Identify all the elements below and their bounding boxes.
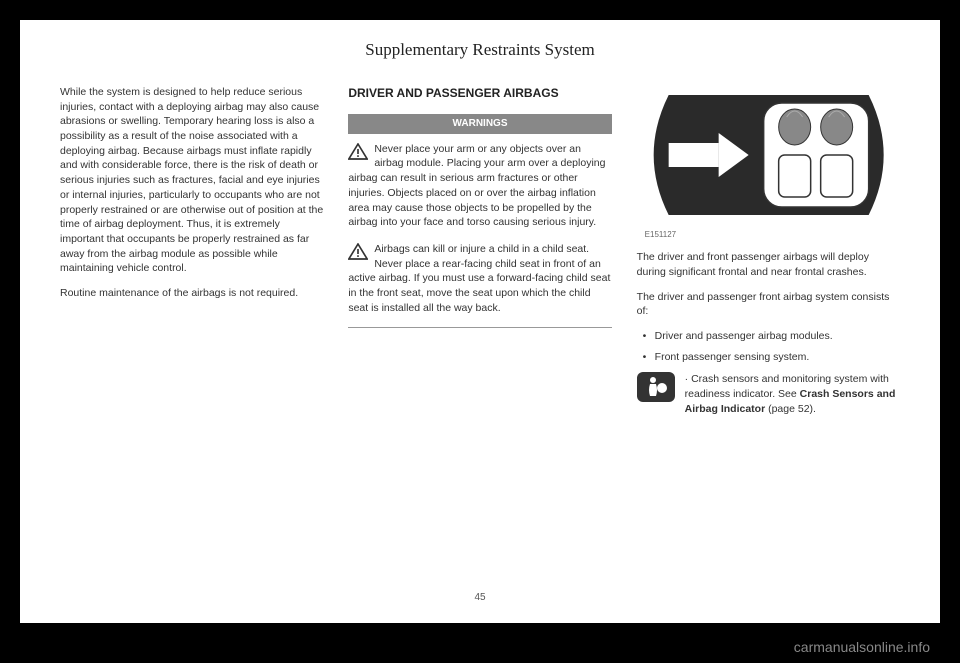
bullet-item-1: Driver and passenger airbag modules. — [637, 329, 900, 344]
column-3: E151127 The driver and front passenger a… — [637, 85, 900, 416]
warning-triangle-icon — [348, 143, 368, 160]
airbag-diagram — [637, 85, 900, 225]
col1-paragraph-2: Routine maintenance of the airbags is no… — [60, 286, 323, 301]
section-title-airbags: DRIVER AND PASSENGER AIRBAGS — [348, 85, 611, 102]
columns-wrapper: While the system is designed to help red… — [60, 85, 900, 416]
page-container: Supplementary Restraints System While th… — [20, 20, 940, 623]
divider — [348, 327, 611, 328]
column-2: DRIVER AND PASSENGER AIRBAGS WARNINGS Ne… — [348, 85, 611, 416]
crash-sensor-block: · Crash sensors and monitoring system wi… — [637, 372, 900, 416]
watermark: carmanualsonline.info — [794, 639, 930, 655]
warning-2: Airbags can kill or injure a child in a … — [348, 242, 611, 315]
diagram-label: E151127 — [645, 229, 900, 240]
warnings-header: WARNINGS — [348, 114, 611, 134]
crash-text-suffix: (page 52). — [765, 403, 816, 415]
bullet-list: Driver and passenger airbag modules. Fro… — [637, 329, 900, 364]
bullet-item-2: Front passenger sensing system. — [637, 350, 900, 365]
airbag-indicator-icon — [637, 372, 675, 402]
col3-paragraph-2: The driver and passenger front airbag sy… — [637, 290, 900, 319]
col1-paragraph-1: While the system is designed to help red… — [60, 85, 323, 276]
page-header: Supplementary Restraints System — [60, 40, 900, 60]
column-1: While the system is designed to help red… — [60, 85, 323, 416]
page-number: 45 — [474, 592, 485, 603]
warning-triangle-icon — [348, 243, 368, 260]
warning-1-text: Never place your arm or any objects over… — [348, 143, 605, 228]
col3-paragraph-1: The driver and front passenger airbags w… — [637, 250, 900, 279]
crash-sensor-text: · Crash sensors and monitoring system wi… — [685, 372, 900, 416]
warning-1: Never place your arm or any objects over… — [348, 142, 611, 230]
warning-2-text: Airbags can kill or injure a child in a … — [348, 243, 610, 314]
